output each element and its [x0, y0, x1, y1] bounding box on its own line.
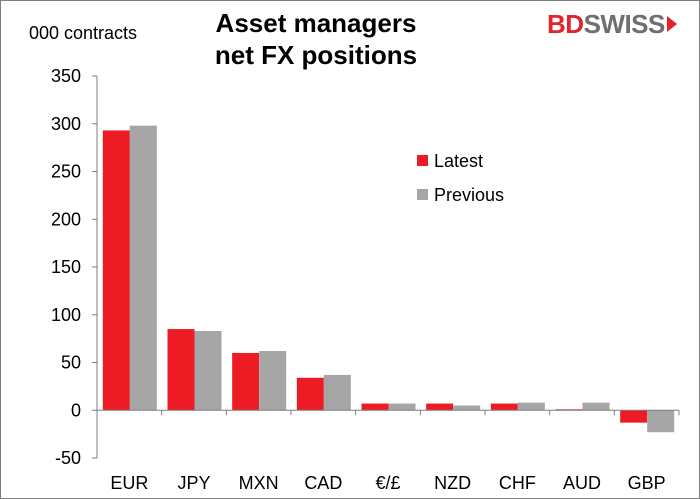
bar-latest-2 [232, 352, 260, 411]
x-tick-label-2: MXN [239, 473, 279, 493]
y-tick-label-0: -50 [55, 448, 81, 468]
y-tick-label-2: 50 [61, 353, 81, 373]
y-unit-label: 000 contracts [29, 23, 138, 43]
bar-previous-8 [647, 410, 675, 433]
bar-previous-3 [323, 374, 351, 411]
x-tick-label-3: CAD [304, 473, 342, 493]
logo-text-bd: BD [547, 9, 584, 39]
y-tick-label-4: 150 [51, 257, 81, 277]
y-tick-label-7: 300 [51, 114, 81, 134]
bar-previous-1 [194, 330, 222, 411]
x-tick-label-0: EUR [110, 473, 148, 493]
brand-logo: BDSWISS [547, 9, 677, 40]
logo-arrow-icon [666, 16, 677, 32]
bar-previous-2 [259, 351, 287, 411]
chart-title-line-1: Asset managers [215, 8, 417, 38]
x-tick-label-8: GBP [628, 473, 666, 493]
bar-latest-4 [361, 403, 389, 411]
chart-title-line-2: net FX positions [214, 40, 418, 70]
bar-previous-4 [388, 403, 416, 411]
x-tick-label-4: €/£ [375, 473, 400, 493]
legend-swatch-previous [417, 189, 428, 200]
chart-title: Asset managers net FX positions [151, 7, 481, 71]
legend-swatch-latest [417, 155, 428, 166]
logo-text-swiss: SWISS [583, 9, 666, 39]
legend-item-latest: Latest [417, 151, 483, 172]
x-tick-label-5: NZD [434, 473, 471, 493]
bar-previous-7 [582, 402, 610, 411]
y-tick-label-8: 350 [51, 66, 81, 86]
bar-latest-1 [167, 329, 195, 411]
bar-latest-5 [426, 403, 454, 411]
legend-label-latest: Latest [434, 151, 484, 171]
bar-latest-8 [620, 410, 648, 423]
bar-latest-3 [296, 377, 324, 411]
y-tick-label-3: 100 [51, 305, 81, 325]
x-tick-label-7: AUD [563, 473, 601, 493]
legend-label-previous: Previous [434, 185, 505, 205]
y-tick-label-5: 200 [51, 209, 81, 229]
x-tick-label-1: JPY [177, 473, 210, 493]
y-tick-label-1: 0 [71, 400, 81, 420]
bar-previous-5 [453, 405, 481, 411]
bar-latest-0 [102, 130, 130, 411]
legend-item-previous: Previous [417, 185, 504, 206]
x-tick-label-6: CHF [499, 473, 536, 493]
bar-previous-6 [517, 402, 545, 411]
bar-latest-6 [490, 403, 518, 411]
y-tick-label-6: 250 [51, 162, 81, 182]
bar-previous-0 [129, 125, 157, 411]
